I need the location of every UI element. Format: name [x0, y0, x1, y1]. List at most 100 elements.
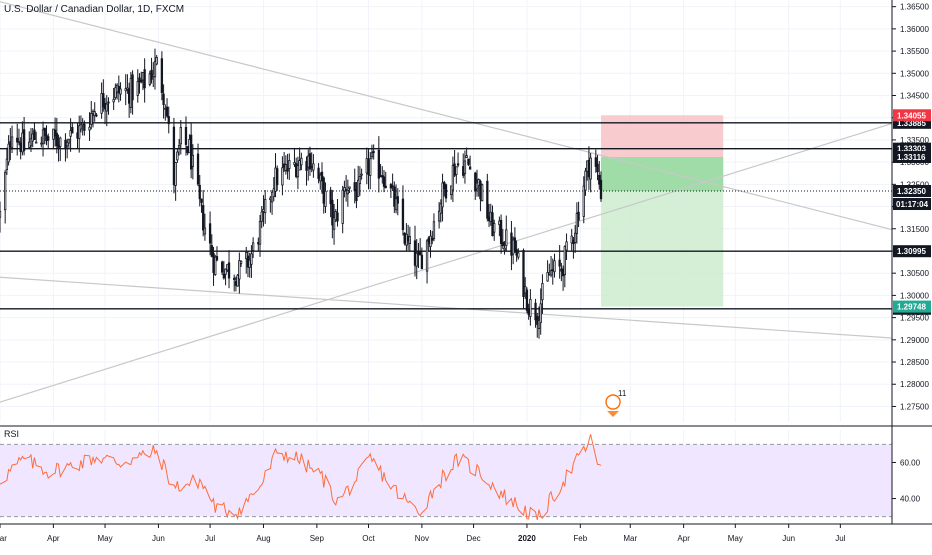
candle — [575, 202, 579, 244]
horizontal-levels — [0, 122, 892, 310]
candle-body — [467, 158, 470, 165]
candle-body — [10, 136, 14, 148]
candle — [227, 250, 231, 289]
candle — [455, 166, 458, 184]
candle-body — [384, 185, 387, 189]
candle-body — [198, 184, 201, 200]
candle — [353, 168, 356, 204]
candle-body — [131, 74, 134, 101]
candle-body — [59, 137, 62, 147]
candle — [393, 181, 396, 213]
candle — [160, 51, 164, 101]
price-tick-label: 1.35000 — [900, 69, 929, 78]
candle-body — [79, 123, 83, 130]
candle — [90, 100, 93, 130]
candle — [343, 180, 346, 198]
candle-body — [348, 186, 351, 189]
price-label: 1.34055 — [893, 109, 931, 122]
candle — [529, 289, 532, 326]
time-tick-label: Jul — [835, 534, 845, 543]
candle-body — [93, 111, 96, 117]
candle — [260, 205, 263, 229]
candle — [537, 306, 541, 339]
candle-body — [406, 235, 410, 242]
candle — [332, 204, 336, 245]
candle-body — [505, 229, 508, 247]
countdown-text: 01:17:04 — [896, 200, 929, 209]
candle-body — [307, 155, 310, 168]
candle-body — [355, 188, 358, 202]
price-label-text: 1.29748 — [897, 303, 926, 312]
candle — [202, 190, 205, 237]
candle — [286, 153, 289, 180]
candle-body — [246, 255, 250, 268]
price-tick-label: 1.27500 — [900, 402, 929, 411]
candle-body — [200, 198, 203, 203]
candle — [450, 185, 453, 200]
candle-body — [165, 106, 169, 117]
earnings-pointer — [607, 411, 620, 417]
candle-body — [525, 289, 529, 311]
candle — [468, 155, 472, 170]
candle-body — [425, 240, 429, 272]
time-tick-label: Jun — [782, 534, 795, 543]
candle-body — [153, 61, 157, 78]
candle — [451, 156, 455, 202]
candle-body — [574, 232, 577, 243]
price-label-text: 1.30995 — [897, 247, 926, 256]
candle-body — [115, 84, 119, 93]
candle — [224, 268, 227, 286]
candle — [432, 213, 436, 242]
price-label-text: 1.33116 — [897, 153, 926, 162]
candle-body — [358, 176, 362, 184]
candle — [429, 229, 432, 258]
candle — [336, 198, 339, 227]
price-label: 1.33116 — [893, 150, 931, 163]
trendline — [0, 1, 893, 231]
candle — [4, 169, 7, 224]
candle — [236, 274, 239, 287]
candle-body — [582, 185, 585, 217]
candle-body — [22, 129, 26, 151]
candle-body — [233, 277, 236, 280]
candle — [222, 260, 226, 280]
candle — [503, 241, 506, 255]
candle-body — [90, 113, 93, 125]
candle-body — [102, 93, 105, 108]
price-label-bg — [893, 245, 931, 258]
candle — [250, 245, 253, 278]
price-tick-label: 1.29000 — [900, 336, 929, 345]
candle-body — [236, 274, 239, 287]
candle — [105, 95, 108, 127]
candle-body — [212, 252, 215, 273]
candle-body — [487, 216, 491, 222]
candle-body — [420, 254, 424, 270]
candle-body — [155, 56, 158, 65]
candle-body — [329, 189, 332, 205]
candle-body — [394, 198, 398, 211]
candle-body — [78, 125, 81, 139]
candle — [369, 152, 372, 190]
candle-body — [293, 162, 296, 165]
time-tick-label: Sep — [310, 534, 325, 543]
candle — [577, 201, 580, 228]
candle-body — [264, 198, 267, 214]
time-tick-label: 2020 — [518, 534, 536, 543]
candle — [165, 98, 169, 118]
candle-body — [491, 212, 494, 237]
candle — [570, 228, 573, 251]
candle-body — [214, 256, 217, 276]
candle-body — [95, 114, 98, 117]
candle — [264, 190, 267, 224]
chart-title: U.S. Dollar / Canadian Dollar, 1D, FXCM — [4, 4, 185, 15]
candle-body — [203, 227, 207, 235]
candle — [298, 147, 301, 171]
candle — [119, 82, 122, 101]
candle — [437, 201, 441, 229]
candle-body — [188, 138, 191, 154]
rsi-tick-label: 60.00 — [900, 458, 921, 467]
candle-body — [377, 149, 380, 179]
candle — [300, 152, 303, 171]
